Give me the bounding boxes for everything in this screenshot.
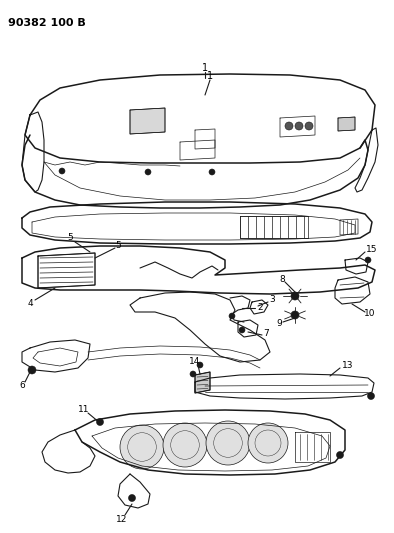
Circle shape [145, 169, 151, 175]
Text: 3: 3 [269, 295, 275, 304]
Circle shape [336, 451, 344, 458]
Circle shape [305, 122, 313, 130]
Circle shape [197, 362, 203, 368]
Text: 14: 14 [189, 358, 201, 367]
Circle shape [97, 418, 104, 425]
Text: 11: 11 [78, 406, 90, 415]
Circle shape [190, 371, 196, 377]
Circle shape [209, 169, 215, 175]
Circle shape [206, 421, 250, 465]
Polygon shape [338, 117, 355, 131]
Circle shape [368, 392, 375, 400]
Text: 7: 7 [263, 329, 269, 338]
Circle shape [291, 311, 299, 319]
Text: 8: 8 [279, 274, 285, 284]
Circle shape [59, 168, 65, 174]
Circle shape [28, 366, 36, 374]
Text: 1: 1 [202, 63, 208, 73]
Text: 15: 15 [366, 246, 378, 254]
Circle shape [120, 425, 164, 469]
Text: 5: 5 [67, 233, 73, 243]
Text: 6: 6 [19, 382, 25, 391]
Text: 9: 9 [276, 319, 282, 327]
Text: 10: 10 [364, 310, 376, 319]
Text: 5: 5 [115, 240, 121, 249]
Circle shape [229, 313, 235, 319]
Polygon shape [130, 108, 165, 134]
Text: 12: 12 [116, 515, 128, 524]
Circle shape [291, 292, 299, 300]
Circle shape [128, 495, 136, 502]
Text: 4: 4 [27, 298, 33, 308]
Text: 13: 13 [342, 360, 354, 369]
Text: 90382 100 B: 90382 100 B [8, 18, 86, 28]
Polygon shape [195, 372, 210, 393]
Circle shape [239, 327, 245, 333]
Circle shape [248, 423, 288, 463]
Circle shape [163, 423, 207, 467]
Text: 2: 2 [257, 303, 263, 311]
Text: 1: 1 [207, 71, 213, 81]
Circle shape [285, 122, 293, 130]
Circle shape [295, 122, 303, 130]
Circle shape [365, 257, 371, 263]
